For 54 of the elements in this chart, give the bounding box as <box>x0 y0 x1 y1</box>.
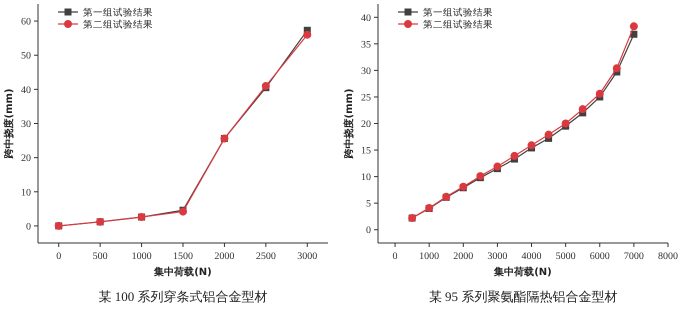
x-axis-title: 集中荷载(N) <box>493 266 552 278</box>
y-tick-label: 40 <box>361 12 371 24</box>
x-tick-label: 1000 <box>419 251 440 262</box>
y-tick-label: 0 <box>366 225 371 236</box>
y-tick-label: 60 <box>21 16 31 28</box>
point <box>630 22 638 30</box>
x-tick-label: 2000 <box>214 251 234 262</box>
y-tick-label: 50 <box>21 50 31 62</box>
x-tick-label: 3000 <box>487 251 508 262</box>
x-tick-label: 0 <box>392 251 398 262</box>
y-tick-label: 5 <box>366 198 371 210</box>
x-tick-label: 8000 <box>658 251 678 262</box>
point <box>262 82 270 90</box>
y-tick-label: 10 <box>21 187 31 198</box>
point <box>562 120 570 128</box>
x-tick-label: 1500 <box>173 251 193 262</box>
x-tick-label: 0 <box>56 251 62 262</box>
point <box>493 162 502 171</box>
x-tick-label: 7000 <box>624 251 644 262</box>
x-tick-label: 2500 <box>256 251 276 262</box>
y-tick-label: 15 <box>361 146 371 157</box>
y-tick-label: 30 <box>21 119 31 130</box>
point <box>528 141 536 150</box>
legend-label: 第一组试验结果 <box>83 6 153 18</box>
y-tick-label: 20 <box>21 153 31 164</box>
point <box>578 105 587 114</box>
y-tick-label: 40 <box>21 84 31 96</box>
point <box>612 64 621 72</box>
x-tick-label: 4000 <box>522 251 542 262</box>
legend-label: 第一组试验结果 <box>423 6 493 18</box>
legend-label: 第二组试验结果 <box>83 18 153 30</box>
point <box>303 30 312 39</box>
point <box>510 152 518 160</box>
point <box>630 30 638 38</box>
y-tick-label: 0 <box>26 221 31 232</box>
y-axis-title: 跨中挠度(mm) <box>3 88 15 160</box>
y-axis-title: 跨中挠度(mm) <box>343 88 355 160</box>
y-tick-label: 30 <box>361 66 371 77</box>
x-tick-label: 6000 <box>590 251 610 262</box>
x-tick-label: 1000 <box>132 251 152 262</box>
point <box>596 90 604 98</box>
x-tick-label: 3000 <box>297 251 318 262</box>
text: 某 95 系列聚氨酯隔热铝合金型材 <box>428 289 618 304</box>
x-tick-label: 500 <box>92 251 108 262</box>
x-tick-label: 2000 <box>453 251 474 262</box>
y-tick-label: 35 <box>361 39 371 50</box>
x-tick-label: 5000 <box>556 251 576 262</box>
y-tick-label: 10 <box>361 172 371 184</box>
legend-label: 第二组试验结果 <box>423 18 493 30</box>
x-axis-title: 集中荷载(N) <box>153 266 212 278</box>
y-tick-label: 20 <box>361 119 371 130</box>
y-tick-label: 25 <box>361 92 371 104</box>
text: 某 100 系列穿条式铝合金型材 <box>98 289 268 304</box>
point <box>544 130 553 139</box>
